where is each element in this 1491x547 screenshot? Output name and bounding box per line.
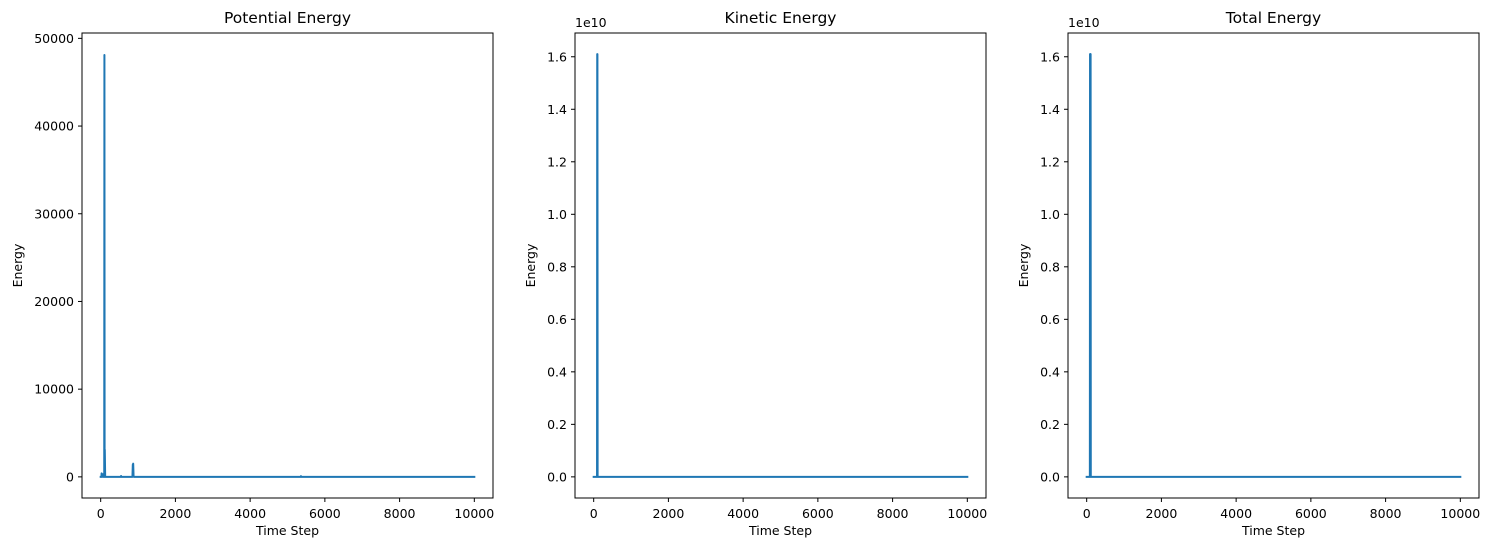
kinetic-y-tick-label: 0.2 [547,417,567,432]
total-x-tick-label: 4000 [1220,506,1252,521]
kinetic-plot-area [575,33,986,498]
total-x-tick-label: 10000 [1440,506,1480,521]
kinetic-y-tick-label: 1.2 [547,154,567,169]
potential-energy-chart: 0 2000 4000 6000 8000 10000 0 10000 20000 30000 40… [10,9,494,538]
total-y-tick-label: 0.2 [1040,417,1060,432]
total-series-line [1085,53,1462,478]
kinetic-energy-chart: 0 2000 4000 6000 8000 10000 0.0 0.2 0.4 0.6 0.8 1.0… [523,9,987,538]
potential-x-tick-label: 2000 [160,506,192,521]
kinetic-x-tick-label: 4000 [727,506,759,521]
total-energy-chart: 0 2000 4000 6000 8000 10000 0.0 0.2 0.4 0.6 0.8 1.0… [1016,9,1480,538]
total-x-tick-label: 0 [1083,506,1091,521]
total-y-tick-label: 0.0 [1040,469,1060,484]
kinetic-x-axis-label: Time Step [748,523,812,538]
potential-y-tick-label: 30000 [34,206,74,221]
total-x-axis-label: Time Step [1241,523,1305,538]
total-x-tick-label: 6000 [1295,506,1327,521]
kinetic-x-tick-label: 6000 [802,506,834,521]
kinetic-chart-title: Kinetic Energy [725,9,837,27]
kinetic-x-tick-label: 10000 [947,506,987,521]
total-y-tick-label: 0.6 [1040,312,1060,327]
potential-y-tick-label: 40000 [34,119,74,134]
total-y-tick-label: 1.0 [1040,207,1060,222]
total-y-tick-label: 0.4 [1040,364,1060,379]
kinetic-x-tick-label: 2000 [653,506,685,521]
total-chart-title: Total Energy [1225,9,1321,27]
kinetic-axes-frame [574,32,987,499]
kinetic-y-tick-label: 0.6 [547,312,567,327]
kinetic-series-line [592,53,969,478]
total-axes-frame [1067,32,1480,499]
total-x-tick-label: 8000 [1370,506,1402,521]
kinetic-y-tick-label: 1.6 [547,49,567,64]
potential-x-tick-label: 8000 [384,506,416,521]
kinetic-y-tick-label: 0.8 [547,259,567,274]
potential-x-tick-label: 10000 [454,506,494,521]
kinetic-x-tick-label: 8000 [877,506,909,521]
potential-x-axis-label: Time Step [255,523,319,538]
kinetic-y-tick-label: 0.0 [547,469,567,484]
potential-y-axis-label: Energy [10,243,25,287]
kinetic-x-tick-label: 0 [590,506,598,521]
potential-chart-title: Potential Energy [224,9,351,27]
kinetic-y-axis-label: Energy [523,243,538,287]
total-offset-text: 1e10 [1068,15,1100,30]
potential-y-tick-label: 0 [66,469,74,484]
potential-x-tick-label: 6000 [309,506,341,521]
potential-y-tick-label: 20000 [34,294,74,309]
kinetic-y-tick-label: 1.0 [547,207,567,222]
potential-series-line [99,54,476,478]
potential-x-tick-label: 0 [97,506,105,521]
total-y-tick-label: 0.8 [1040,259,1060,274]
kinetic-offset-text: 1e10 [575,15,607,30]
kinetic-y-tick-label: 0.4 [547,364,567,379]
total-x-tick-label: 2000 [1146,506,1178,521]
potential-y-tick-label: 50000 [34,31,74,46]
total-y-tick-label: 1.6 [1040,49,1060,64]
potential-y-tick-label: 10000 [34,382,74,397]
total-y-tick-label: 1.4 [1040,102,1060,117]
total-plot-area [1068,33,1479,498]
potential-axes-frame [81,32,494,499]
potential-x-tick-label: 4000 [234,506,266,521]
potential-plot-area [82,33,493,498]
kinetic-y-tick-label: 1.4 [547,102,567,117]
total-y-axis-label: Energy [1016,243,1031,287]
total-y-tick-label: 1.2 [1040,154,1060,169]
